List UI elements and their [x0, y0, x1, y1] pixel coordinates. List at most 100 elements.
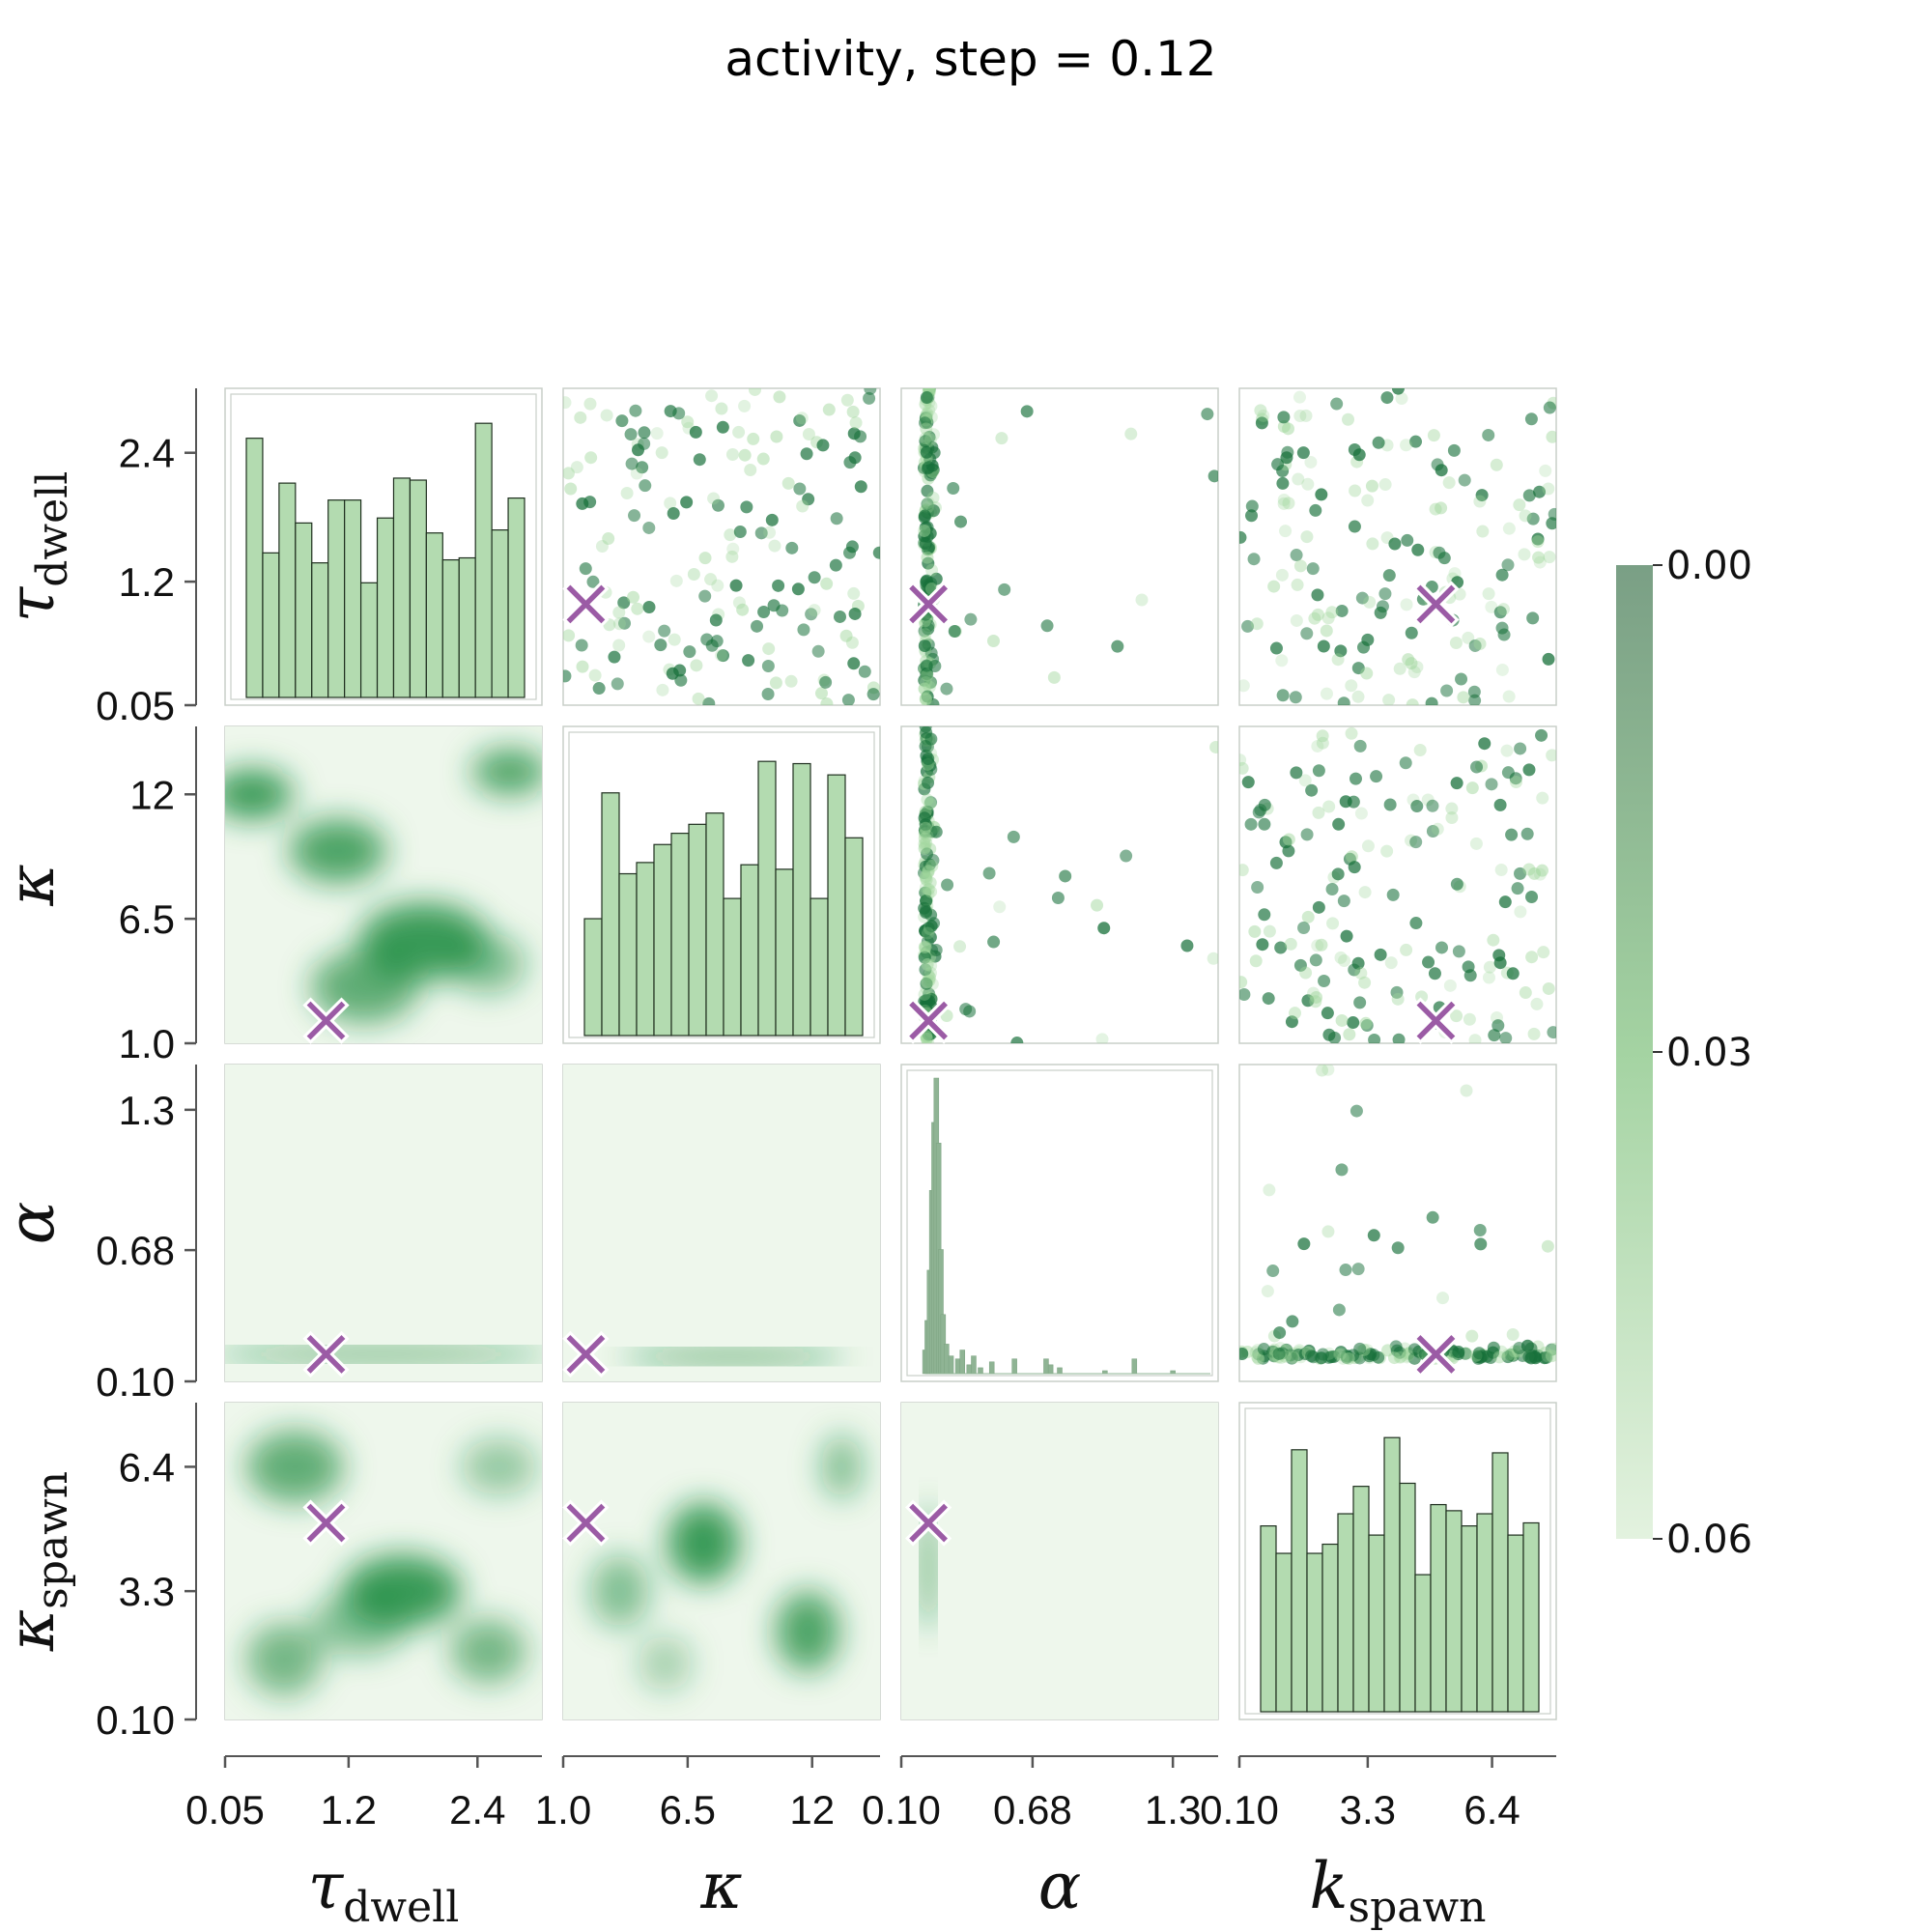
scatter-point: [1367, 1349, 1380, 1362]
scatter-point: [1326, 917, 1340, 930]
scatter-point: [963, 1005, 977, 1018]
scatter-point: [1208, 469, 1218, 483]
scatter-point: [1395, 392, 1408, 406]
scatter-point: [667, 506, 680, 520]
scatter-point: [1460, 1084, 1473, 1097]
scatter-point: [1478, 737, 1492, 751]
hist-bar: [1306, 1552, 1323, 1713]
scatter-point: [563, 396, 572, 410]
scatter-point: [1321, 1007, 1334, 1020]
hist-bar: [278, 482, 297, 698]
hist-bar: [601, 792, 620, 1037]
scatter-point: [1300, 530, 1314, 544]
scatter-point: [1535, 864, 1548, 877]
y-axis-label: τdwell: [0, 471, 77, 623]
scatter-point: [740, 500, 753, 514]
scatter-point: [1286, 1315, 1299, 1328]
scatter-point: [1239, 679, 1250, 693]
scatter-point: [1431, 458, 1444, 471]
scatter-point: [921, 551, 934, 564]
scatter-point: [918, 639, 931, 653]
hist-bar: [1368, 1534, 1385, 1713]
scatter-points: [917, 726, 1218, 1043]
panel-tau-vs-kspawn: [1238, 387, 1557, 706]
scatter-point: [1320, 687, 1333, 700]
scatter-point: [920, 445, 933, 459]
scatter-point: [1399, 756, 1412, 770]
scatter-point: [1501, 558, 1515, 572]
scatter-point: [664, 405, 677, 418]
x-axis-label: kspawn: [1310, 1849, 1487, 1932]
scatter-point: [586, 575, 600, 588]
kde-blobs: [590, 1435, 863, 1691]
panel-tau-vs-tau: [224, 387, 543, 706]
scatter-point: [1337, 895, 1350, 908]
hist-bar: [618, 872, 638, 1037]
hist-bar: [1399, 1482, 1416, 1713]
scatter-point: [757, 605, 771, 618]
scatter-point: [1514, 742, 1527, 755]
scatter-point: [1309, 953, 1322, 967]
inner-frame: [568, 731, 875, 1038]
scatter-point: [1536, 791, 1549, 805]
scatter-point: [920, 676, 933, 690]
scatter-point: [819, 675, 833, 689]
scatter-point: [579, 562, 592, 576]
scatter-point: [1531, 532, 1545, 546]
kde-blobs: [225, 1347, 542, 1361]
kde-blob: [922, 1502, 936, 1632]
scatter-point: [1410, 800, 1424, 813]
scatter-point: [1353, 996, 1367, 1009]
scatter-point: [1540, 1351, 1553, 1365]
reference-marker: [302, 1330, 350, 1378]
scatter-point: [1335, 604, 1349, 617]
scatter-point: [1277, 497, 1291, 510]
scatter-point: [1372, 436, 1385, 449]
hist-bar: [1414, 1574, 1432, 1713]
scatter-point: [1301, 910, 1315, 923]
scatter-point: [736, 603, 750, 616]
scatter-point: [1409, 917, 1423, 930]
hist-bar: [1507, 1534, 1524, 1713]
scatter-point: [805, 608, 818, 621]
scatter-point: [1474, 1237, 1488, 1251]
scatter-point: [1468, 1034, 1482, 1043]
scatter-point: [872, 546, 880, 559]
scatter-point: [772, 579, 785, 592]
hist-bar: [1043, 1358, 1049, 1375]
scatter-point: [770, 430, 783, 443]
scatter-point: [1254, 404, 1267, 417]
scatter-point: [1124, 427, 1138, 440]
scatter-point: [919, 432, 932, 445]
reference-marker: [1412, 581, 1460, 628]
scatter-point: [1463, 969, 1477, 982]
scatter-point: [922, 556, 935, 570]
scatter-point: [715, 402, 728, 415]
scatter-point: [919, 942, 932, 955]
scatter-point: [1541, 1350, 1554, 1363]
scatter-point: [1293, 410, 1307, 423]
scatter-point: [1255, 416, 1268, 430]
scatter-point: [1511, 882, 1524, 895]
scatter-point: [918, 841, 931, 855]
scatter-point: [631, 602, 644, 615]
scatter-point: [1524, 412, 1538, 426]
scatter-point: [1473, 638, 1487, 651]
scatter-point: [1367, 1229, 1380, 1242]
scatter-point: [583, 496, 597, 509]
scatter-point: [658, 624, 671, 638]
scatter-point: [1473, 495, 1487, 508]
scatter-point: [1020, 405, 1034, 418]
scatter-point: [1496, 603, 1510, 616]
scatter-point: [563, 669, 572, 683]
y-tick-label: 2.4: [119, 431, 175, 476]
scatter-point: [830, 512, 843, 526]
kde-background: [901, 1403, 1218, 1719]
scatter-point: [922, 496, 935, 509]
scatter-point: [793, 413, 807, 427]
scatter-point: [1318, 975, 1331, 988]
panel-kappa-vs-alpha: [900, 725, 1219, 1044]
scatter-point: [1281, 445, 1294, 459]
panel-alpha-vs-kspawn: [1238, 1064, 1557, 1382]
chart-title: activity, step = 0.12: [724, 31, 1216, 87]
